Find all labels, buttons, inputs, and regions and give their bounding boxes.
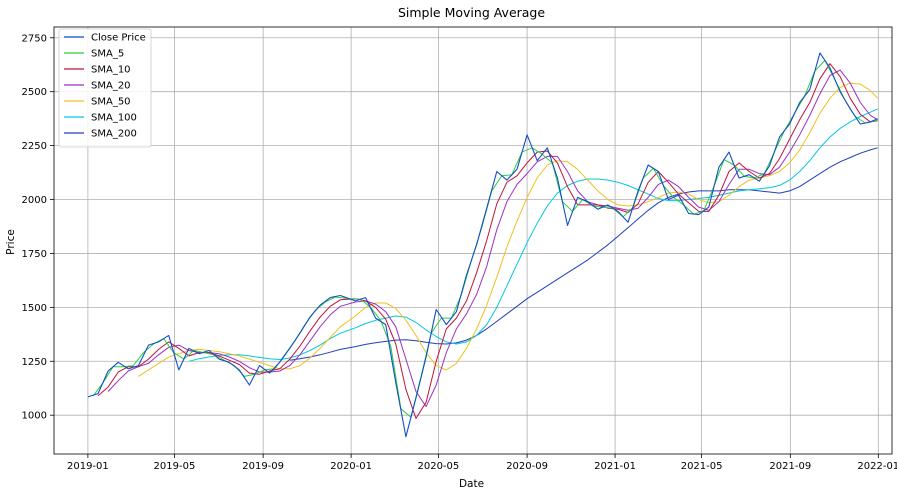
y-tick-label: 2750 <box>22 33 47 44</box>
legend-label-sma-10: SMA_10 <box>91 65 131 76</box>
x-tick-label: 2019-05 <box>154 461 196 472</box>
axis-layer: 2019-01 2019-05 2019-09 2020-01 2020-05 2020-… <box>22 33 897 472</box>
y-tick-label: 1750 <box>22 249 47 260</box>
plot-frame <box>53 26 893 455</box>
grid-layer <box>54 27 892 454</box>
legend-label-close-price: Close Price <box>91 33 146 44</box>
legend-label-sma-50: SMA_50 <box>91 97 131 108</box>
series-line-sma-20 <box>107 69 878 408</box>
series-line-sma-10 <box>97 63 878 419</box>
y-tick-label: 2250 <box>22 141 47 152</box>
x-tick-label: 2019-09 <box>242 461 284 472</box>
x-tick-label: 2020-01 <box>330 461 372 472</box>
series-line-close-price <box>87 52 878 438</box>
x-tick-label: 2021-05 <box>681 461 723 472</box>
x-tick-label: 2022-01 <box>857 461 897 472</box>
series-line-sma-50 <box>138 82 878 377</box>
series-line-sma-200 <box>289 147 878 361</box>
x-tick-label: 2019-01 <box>67 461 109 472</box>
series-line-sma-100 <box>188 108 878 362</box>
legend-label-sma-20: SMA_20 <box>91 81 131 92</box>
x-axis-label: Date <box>459 478 484 490</box>
x-tick-label: 2020-05 <box>417 461 459 472</box>
legend: Close Price SMA_5 SMA_10 SMA_20 SMA_50 SMA_10… <box>58 28 152 148</box>
x-tick-label: 2021-09 <box>769 461 811 472</box>
y-tick-label: 1500 <box>22 303 47 314</box>
y-axis-label: Price <box>5 229 17 255</box>
legend-label-sma-200: SMA_200 <box>91 129 137 140</box>
y-tick-label: 2500 <box>22 87 47 98</box>
series-layer <box>87 52 878 438</box>
x-tick-label: 2020-09 <box>506 461 548 472</box>
x-tick-label: 2021-01 <box>594 461 636 472</box>
y-tick-label: 1250 <box>22 357 47 368</box>
y-tick-label: 2000 <box>22 195 47 206</box>
chart-title: Simple Moving Average <box>398 5 545 20</box>
legend-label-sma-100: SMA_100 <box>91 113 137 124</box>
y-tick-label: 1000 <box>22 411 47 422</box>
legend-label-sma-5: SMA_5 <box>91 49 124 60</box>
